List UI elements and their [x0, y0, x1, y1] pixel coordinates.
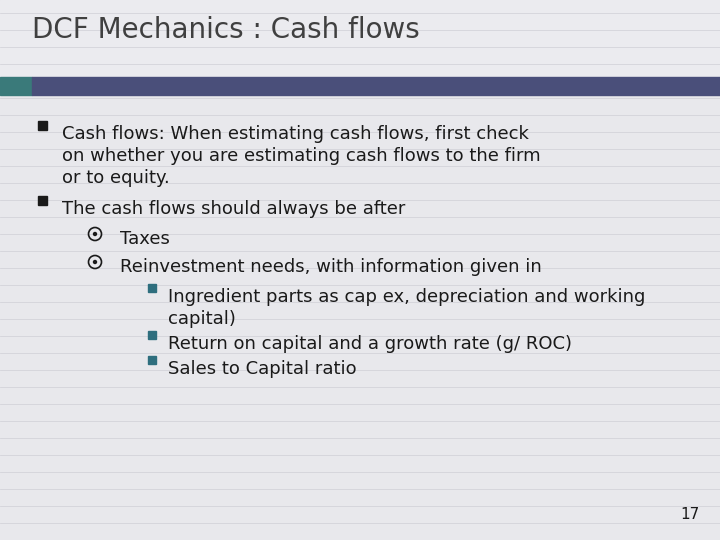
Text: on whether you are estimating cash flows to the firm: on whether you are estimating cash flows… — [62, 147, 541, 165]
Text: Sales to Capital ratio: Sales to Capital ratio — [168, 360, 356, 378]
Text: Taxes: Taxes — [120, 230, 170, 248]
Bar — [0, 0, 720, 80]
Bar — [148, 284, 156, 292]
Text: or to equity.: or to equity. — [62, 169, 170, 187]
Text: The cash flows should always be after: The cash flows should always be after — [62, 200, 405, 218]
Bar — [38, 196, 47, 205]
Bar — [0, 77, 32, 95]
Bar — [32, 77, 720, 95]
Circle shape — [94, 260, 96, 264]
Bar — [38, 121, 47, 130]
Text: Reinvestment needs, with information given in: Reinvestment needs, with information giv… — [120, 258, 541, 276]
Circle shape — [94, 233, 96, 235]
Text: 17: 17 — [680, 507, 700, 522]
Bar — [148, 331, 156, 339]
Text: Cash flows: When estimating cash flows, first check: Cash flows: When estimating cash flows, … — [62, 125, 529, 143]
Text: capital): capital) — [168, 310, 236, 328]
Text: Return on capital and a growth rate (g/ ROC): Return on capital and a growth rate (g/ … — [168, 335, 572, 353]
Text: Ingredient parts as cap ex, depreciation and working: Ingredient parts as cap ex, depreciation… — [168, 288, 645, 306]
Bar — [148, 356, 156, 364]
Text: DCF Mechanics : Cash flows: DCF Mechanics : Cash flows — [32, 16, 420, 44]
